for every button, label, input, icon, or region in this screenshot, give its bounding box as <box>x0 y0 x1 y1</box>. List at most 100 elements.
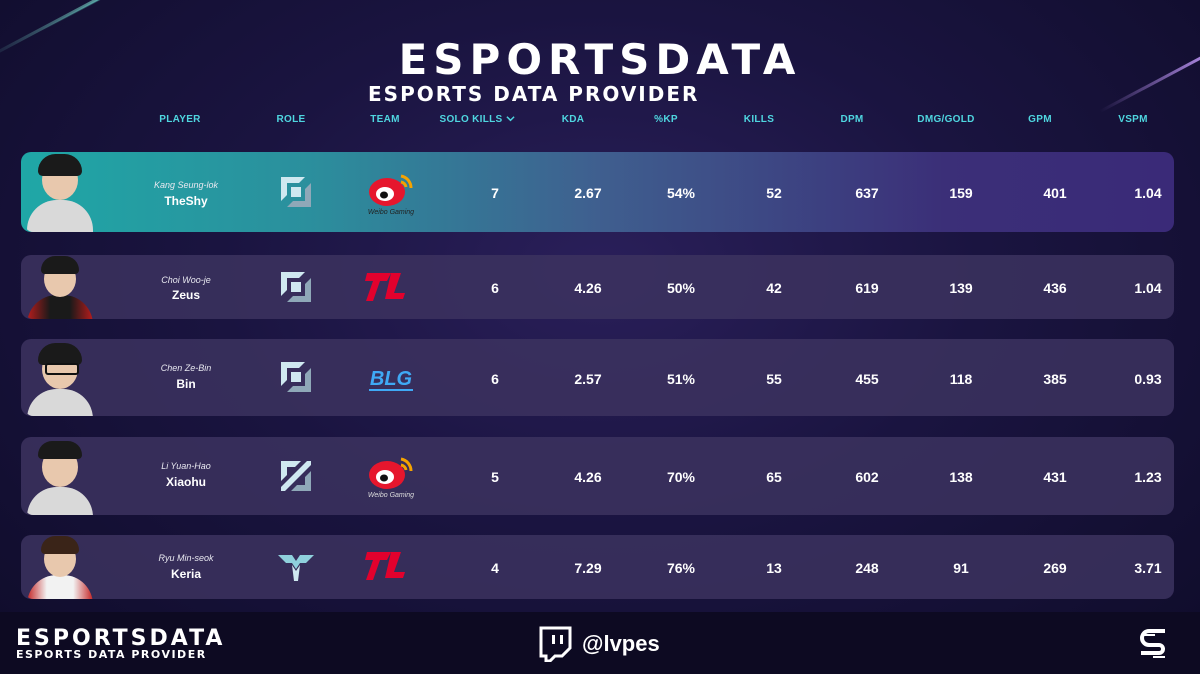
player-photo <box>25 437 95 515</box>
table-header: PLAYER ROLE TEAM SOLO KILLS KDA %KP KILL… <box>16 114 1182 130</box>
solo-kills-value: 4 <box>491 560 499 576</box>
kp-value: 54% <box>666 185 696 201</box>
dmg-gold-value: 118 <box>949 371 973 387</box>
kda-value: 2.67 <box>574 185 602 201</box>
player-real-name: Choi Woo-je <box>161 275 211 285</box>
table-row[interactable]: Li Yuan-Hao Xiaohu Weibo Gaming 5 4.26 7… <box>21 437 1174 515</box>
col-kills[interactable]: KILLS <box>743 114 775 125</box>
col-player[interactable]: PLAYER <box>159 114 201 125</box>
player-shoulders <box>27 389 93 416</box>
kda-value: 4.26 <box>574 469 602 485</box>
kda-value: 7.29 <box>574 560 602 576</box>
brand-logo-text: ESPORTSDATA <box>398 35 802 84</box>
svg-text:Weibo Gaming: Weibo Gaming <box>368 209 414 216</box>
mid-role-icon <box>281 461 311 491</box>
dmg-gold-value: 138 <box>949 469 973 485</box>
glasses-icon <box>45 363 79 375</box>
vspm-value: 3.71 <box>1134 560 1162 576</box>
table-row[interactable]: Choi Woo-je Zeus 6 4.26 50% 42 619 139 4… <box>21 255 1174 319</box>
light-streak <box>39 0 218 32</box>
player-photo <box>25 535 95 599</box>
kills-value: 13 <box>766 560 782 576</box>
t1-logo <box>365 273 405 301</box>
brand-subtitle: ESPORTS DATA PROVIDER <box>368 82 700 106</box>
blg-logo: BLG <box>369 368 413 391</box>
dpm-value: 619 <box>855 280 879 296</box>
kills-value: 42 <box>766 280 782 296</box>
dmg-gold-value: 159 <box>949 185 973 201</box>
vspm-value: 1.04 <box>1134 280 1162 296</box>
player-hair <box>41 256 79 274</box>
player-hair <box>38 343 82 365</box>
kp-value: 51% <box>666 371 696 387</box>
footer-bar: ESPORTSDATA ESPORTS DATA PROVIDER @lvpes <box>0 612 1200 674</box>
dpm-value: 248 <box>855 560 879 576</box>
player-nickname: Keria <box>170 567 202 581</box>
twitch-icon[interactable] <box>538 626 572 662</box>
col-dmg-gold[interactable]: DMG/GOLD <box>917 114 975 125</box>
player-nickname: Zeus <box>171 288 200 302</box>
solo-kills-value: 6 <box>491 280 499 296</box>
col-kp[interactable]: %KP <box>654 114 678 125</box>
kda-value: 4.26 <box>574 280 602 296</box>
gpm-value: 269 <box>1043 560 1067 576</box>
dpm-value: 602 <box>855 469 879 485</box>
col-dpm[interactable]: DPM <box>840 114 864 125</box>
col-role[interactable]: ROLE <box>276 114 306 125</box>
support-role-icon <box>278 555 314 581</box>
table-row[interactable]: Kang Seung-lok TheShy Weibo Gaming 7 2.6… <box>21 152 1174 232</box>
vspm-value: 1.04 <box>1134 185 1162 201</box>
player-photo <box>25 152 95 232</box>
svg-text:BLG: BLG <box>370 368 412 390</box>
dmg-gold-value: 139 <box>949 280 973 296</box>
player-hair <box>41 536 79 554</box>
dmg-gold-value: 91 <box>953 560 969 576</box>
player-shoulders <box>27 487 93 515</box>
vspm-value: 0.93 <box>1134 371 1162 387</box>
twitch-handle[interactable]: @lvpes <box>582 631 660 656</box>
player-real-name: Chen Ze-Bin <box>160 363 212 373</box>
gpm-value: 385 <box>1043 371 1067 387</box>
vspm-value: 1.23 <box>1134 469 1162 485</box>
player-shoulders <box>27 200 93 232</box>
kills-value: 52 <box>766 185 782 201</box>
col-gpm[interactable]: GPM <box>1028 114 1052 125</box>
player-nickname: Bin <box>176 377 196 391</box>
gpm-value: 431 <box>1043 469 1067 485</box>
top-role-icon <box>281 177 311 207</box>
col-team[interactable]: TEAM <box>370 114 400 125</box>
chevron-down-icon[interactable] <box>503 114 517 126</box>
table-row[interactable]: Chen Ze-Bin Bin BLG 6 2.57 51% 55 455 11… <box>21 339 1174 416</box>
solo-kills-value: 7 <box>491 185 499 201</box>
footer-subtitle: ESPORTS DATA PROVIDER <box>16 648 207 661</box>
brand-logo: ESPORTSDATA <box>0 38 1200 82</box>
player-shoulders <box>27 295 93 319</box>
player-hair <box>38 154 82 176</box>
table-row[interactable]: Ryu Min-seok Keria 4 7.29 76% 13 248 91 … <box>21 535 1174 599</box>
player-real-name: Kang Seung-lok <box>153 180 219 190</box>
col-vspm[interactable]: VSPM <box>1118 114 1148 125</box>
gpm-value: 436 <box>1043 280 1067 296</box>
player-hair <box>38 441 82 459</box>
player-shoulders <box>27 575 93 599</box>
player-photo <box>25 255 95 319</box>
player-nickname: TheShy <box>164 194 208 208</box>
kp-value: 70% <box>666 469 696 485</box>
player-nickname: Xiaohu <box>165 475 206 489</box>
top-role-icon <box>281 272 311 302</box>
weibo-gaming-logo: Weibo Gaming <box>368 174 414 216</box>
player-photo <box>25 339 95 416</box>
t1-logo <box>365 552 405 580</box>
kills-value: 65 <box>766 469 782 485</box>
kp-value: 76% <box>666 560 696 576</box>
footer-logo: ESPORTSDATA <box>16 626 226 651</box>
kp-value: 50% <box>666 280 696 296</box>
kills-value: 55 <box>766 371 782 387</box>
weibo-gaming-logo: Weibo Gaming <box>368 457 414 499</box>
dpm-value: 637 <box>855 185 879 201</box>
col-kda[interactable]: KDA <box>561 114 585 125</box>
col-solo-kills[interactable]: SOLO KILLS <box>439 114 503 125</box>
top-role-icon <box>281 362 311 392</box>
lvp-s-logo <box>1140 629 1165 658</box>
solo-kills-value: 6 <box>491 371 499 387</box>
